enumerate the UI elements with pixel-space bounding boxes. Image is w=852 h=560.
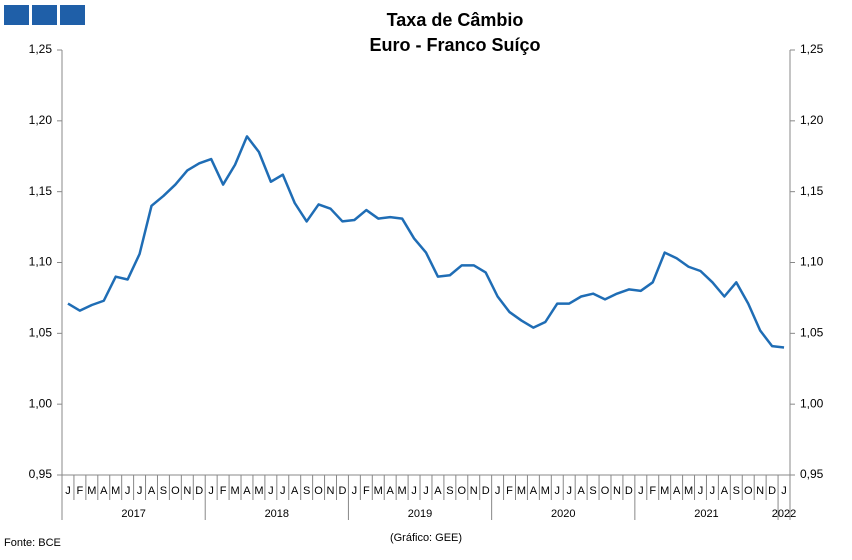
x-tick-label: N bbox=[183, 485, 191, 497]
x-tick-label: D bbox=[768, 485, 776, 497]
x-tick-label: M bbox=[374, 485, 383, 497]
y2-tick-label: 1,00 bbox=[800, 396, 824, 410]
x-tick-label: J bbox=[268, 485, 274, 497]
x-tick-label: S bbox=[160, 485, 167, 497]
x-tick-label: F bbox=[649, 485, 656, 497]
y-tick-label: 0,95 bbox=[29, 467, 53, 481]
x-tick-label: N bbox=[327, 485, 335, 497]
logo-block bbox=[4, 5, 29, 25]
y2-tick-label: 1,25 bbox=[800, 42, 824, 56]
y-tick-label: 1,20 bbox=[29, 113, 53, 127]
x-tick-label: D bbox=[625, 485, 633, 497]
y2-tick-label: 1,15 bbox=[800, 184, 824, 198]
x-tick-label: M bbox=[660, 485, 669, 497]
x-tick-label: F bbox=[506, 485, 513, 497]
x-tick-label: J bbox=[208, 485, 214, 497]
x-tick-label: F bbox=[220, 485, 227, 497]
x-tick-label: O bbox=[744, 485, 753, 497]
x-tick-label: A bbox=[387, 485, 395, 497]
x-tick-label: J bbox=[423, 485, 429, 497]
y-tick-label: 1,25 bbox=[29, 42, 53, 56]
x-tick-label: A bbox=[530, 485, 538, 497]
data-line bbox=[67, 135, 785, 349]
x-tick-label: M bbox=[230, 485, 239, 497]
x-tick-label: N bbox=[613, 485, 621, 497]
x-tick-label: J bbox=[125, 485, 131, 497]
x-tick-label: A bbox=[721, 485, 729, 497]
x-tick-label: A bbox=[291, 485, 299, 497]
y-tick-label: 1,00 bbox=[29, 396, 53, 410]
x-tick-label: A bbox=[100, 485, 108, 497]
year-label: 2017 bbox=[121, 508, 145, 520]
y2-tick-label: 1,10 bbox=[800, 255, 824, 269]
x-tick-label: A bbox=[577, 485, 585, 497]
x-tick-label: D bbox=[338, 485, 346, 497]
year-label: 2022 bbox=[772, 508, 796, 520]
y2-tick-label: 1,05 bbox=[800, 326, 824, 340]
x-tick-label: J bbox=[352, 485, 358, 497]
credit: (Gráfico: GEE) bbox=[390, 532, 462, 544]
x-tick-label: A bbox=[673, 485, 681, 497]
x-tick-label: J bbox=[280, 485, 286, 497]
x-tick-label: O bbox=[458, 485, 467, 497]
x-tick-label: A bbox=[243, 485, 251, 497]
year-label: 2019 bbox=[408, 508, 432, 520]
x-tick-label: J bbox=[65, 485, 71, 497]
x-tick-label: A bbox=[434, 485, 442, 497]
x-tick-label: N bbox=[470, 485, 478, 497]
x-tick-label: J bbox=[495, 485, 501, 497]
x-tick-label: S bbox=[589, 485, 596, 497]
x-tick-label: J bbox=[137, 485, 143, 497]
x-tick-label: M bbox=[87, 485, 96, 497]
x-tick-label: S bbox=[446, 485, 453, 497]
x-tick-label: M bbox=[541, 485, 550, 497]
x-tick-label: M bbox=[111, 485, 120, 497]
logo-block bbox=[32, 5, 57, 25]
y2-tick-label: 0,95 bbox=[800, 467, 824, 481]
x-tick-label: F bbox=[363, 485, 370, 497]
x-tick-label: J bbox=[781, 485, 787, 497]
y-tick-label: 1,05 bbox=[29, 326, 53, 340]
x-tick-label: S bbox=[733, 485, 740, 497]
x-tick-label: D bbox=[482, 485, 490, 497]
x-tick-label: O bbox=[601, 485, 610, 497]
chart-subtitle: Euro - Franco Suíço bbox=[369, 35, 540, 55]
year-label: 2021 bbox=[694, 508, 718, 520]
year-label: 2020 bbox=[551, 508, 575, 520]
year-label: 2018 bbox=[265, 508, 289, 520]
x-tick-label: F bbox=[77, 485, 84, 497]
source: Fonte: BCE bbox=[4, 537, 61, 549]
x-tick-label: M bbox=[684, 485, 693, 497]
x-tick-label: D bbox=[195, 485, 203, 497]
x-tick-label: J bbox=[555, 485, 561, 497]
y2-tick-label: 1,20 bbox=[800, 113, 824, 127]
x-tick-label: M bbox=[517, 485, 526, 497]
x-tick-label: J bbox=[698, 485, 704, 497]
y-tick-label: 1,15 bbox=[29, 184, 53, 198]
x-tick-label: A bbox=[148, 485, 156, 497]
x-tick-label: S bbox=[303, 485, 310, 497]
x-tick-label: M bbox=[254, 485, 263, 497]
x-tick-label: O bbox=[171, 485, 180, 497]
y-tick-label: 1,10 bbox=[29, 255, 53, 269]
chart-title: Taxa de Câmbio bbox=[387, 10, 524, 30]
x-tick-label: M bbox=[398, 485, 407, 497]
x-tick-label: J bbox=[710, 485, 716, 497]
x-tick-label: J bbox=[638, 485, 644, 497]
x-tick-label: J bbox=[411, 485, 417, 497]
x-tick-label: J bbox=[566, 485, 572, 497]
x-tick-label: N bbox=[756, 485, 764, 497]
logo-block bbox=[60, 5, 85, 25]
x-tick-label: O bbox=[314, 485, 323, 497]
